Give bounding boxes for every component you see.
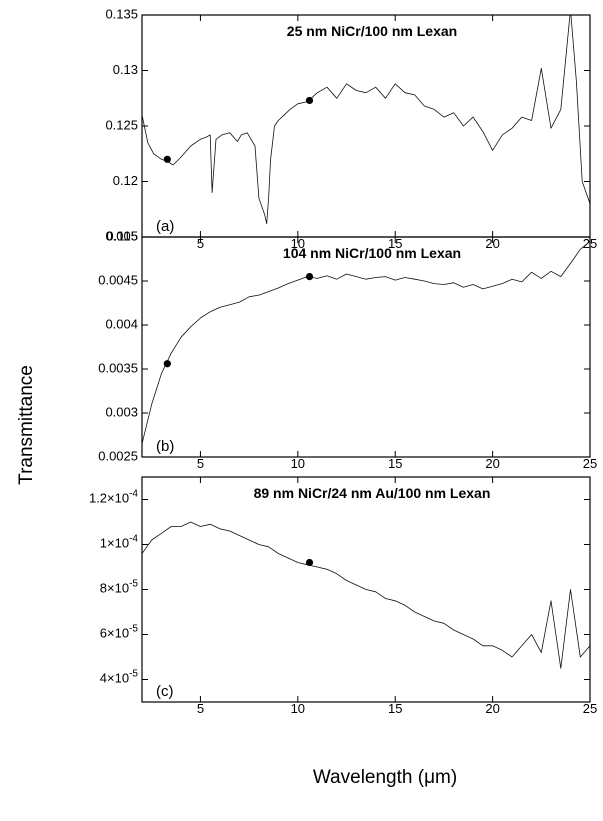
plot-frame-1 xyxy=(141,14,591,238)
x-tick-label-1-20: 20 xyxy=(485,236,499,251)
panel-letter-3: (c) xyxy=(156,683,174,700)
chart-panel-2: 5 10 15 20 25 0.0025 0.003 0.0035 0.004 0.0045 0.0… xyxy=(98,228,597,471)
y-tick-label-2-4: 0.0045 xyxy=(98,272,138,287)
panel-title-2: 104 nm NiCr/100 nm Lexan xyxy=(283,245,461,261)
x-tick-label-2-5: 5 xyxy=(197,456,204,471)
x-tick-label-1-10: 10 xyxy=(291,236,305,251)
x-tick-label-1-5: 5 xyxy=(197,236,204,251)
x-tick-label-3-5: 5 xyxy=(197,701,204,716)
x-tick-label-3-25: 25 xyxy=(583,701,597,716)
y-tick-label-3-3: 1×10-4 xyxy=(100,533,139,551)
y-tick-label-1-2: 0.125 xyxy=(105,117,138,132)
x-tick-label-2-10: 10 xyxy=(291,456,305,471)
y-tick-label-2-3: 0.004 xyxy=(105,316,138,331)
y-tick-label-1-1: 0.12 xyxy=(113,173,138,188)
y-tick-label-3-2: 8×10-5 xyxy=(100,578,139,596)
x-tick-label-1-15: 15 xyxy=(388,236,402,251)
y-tick-label-2-5: 0.005 xyxy=(105,228,138,243)
x-axis-label: Wavelength (μm) xyxy=(313,767,457,788)
series-line-3-1 xyxy=(142,521,590,669)
y-tick-label-1-0: 0.115 xyxy=(106,228,138,243)
plot-frame-2 xyxy=(141,236,591,458)
y-tick-label-1-4: 0.135 xyxy=(105,6,138,21)
y-tick-label-3-4: 1.2×10-4 xyxy=(89,488,138,506)
data-point-1-2 xyxy=(305,96,314,105)
y-tick-label-2-0: 0.0025 xyxy=(98,448,138,463)
y-tick-label-2-2: 0.0035 xyxy=(98,360,138,375)
x-tick-label-3-10: 10 xyxy=(291,701,305,716)
x-tick-label-3-15: 15 xyxy=(388,701,402,716)
data-point-2-1 xyxy=(163,360,171,368)
panel-letter-1: (a) xyxy=(156,218,174,235)
data-point-1-1 xyxy=(163,155,171,163)
panel-title-1: 25 nm NiCr/100 nm Lexan xyxy=(287,23,457,39)
y-axis-label: Transmittance xyxy=(16,365,37,485)
x-tick-label-2-25: 25 xyxy=(583,456,597,471)
y-tick-label-3-1: 6×10-5 xyxy=(100,623,139,641)
y-tick-label-1-3: 0.13 xyxy=(113,62,138,77)
x-tick-label-2-15: 15 xyxy=(388,456,402,471)
data-point-2-2 xyxy=(305,273,314,281)
data-point-3-1 xyxy=(305,558,314,567)
panel-letter-2: (b) xyxy=(156,438,174,455)
y-tick-label-2-1: 0.003 xyxy=(105,404,138,419)
y-tick-label-3-0: 4×10-5 xyxy=(100,668,139,686)
series-line-2-1 xyxy=(142,241,590,444)
x-tick-label-2-20: 20 xyxy=(485,456,499,471)
series-line-1-1 xyxy=(142,15,590,225)
x-tick-label-3-20: 20 xyxy=(485,701,499,716)
chart-panel-3: 5 10 15 20 25 4×10-5 6×10-5 8×10-5 1×10-4 1.2×10-… xyxy=(89,476,597,716)
panel-title-3: 89 nm NiCr/24 nm Au/100 nm Lexan xyxy=(254,485,491,501)
